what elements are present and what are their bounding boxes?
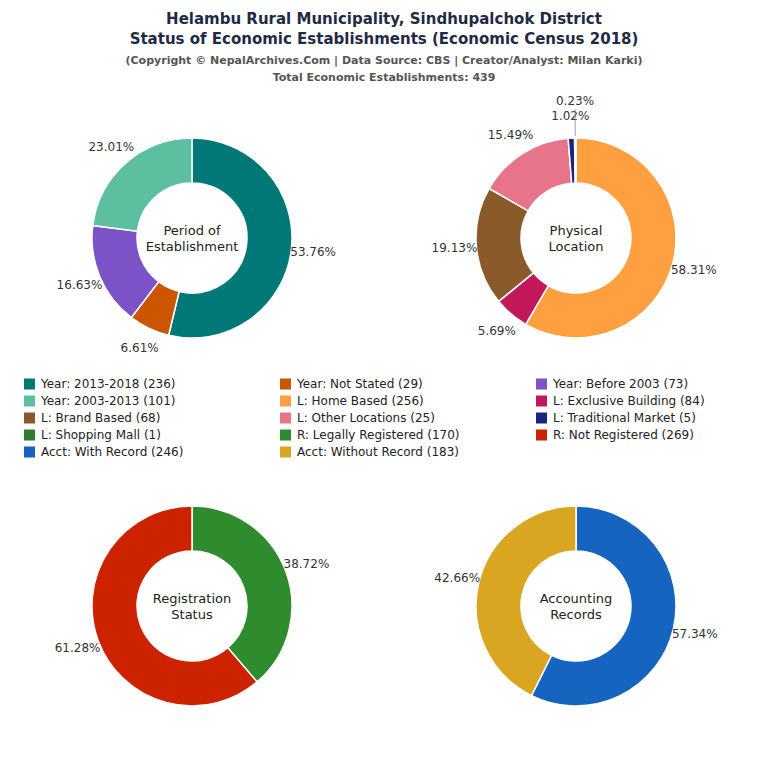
legend: Year: 2013-2018 (236) Year: Not Stated (2… (24, 377, 705, 459)
legend-entry: L: Shopping Mall (1) (41, 428, 161, 442)
data-label: 61.28% (55, 641, 101, 655)
legend-swatch (280, 396, 291, 407)
legend-entry: L: Other Locations (25) (297, 411, 435, 425)
data-label: 1.02% (551, 109, 589, 123)
donut-chart: RegistrationStatus 38.72% 61.28% (55, 506, 330, 706)
data-label: 5.69% (478, 324, 516, 338)
legend-entry: L: Traditional Market (5) (553, 411, 696, 425)
legend-swatch (536, 396, 547, 407)
legend-entry: Year: 2003-2013 (101) (40, 394, 176, 408)
slice (92, 506, 257, 706)
data-labels: 53.76% 6.61% 16.63% 23.01% (57, 140, 336, 356)
legend-entry: R: Not Registered (269) (553, 428, 694, 442)
legend-swatch (536, 430, 547, 441)
legend-entry: Year: 2013-2018 (236) (40, 377, 176, 391)
chart-label: Physical (550, 223, 603, 238)
data-label: 42.66% (434, 571, 480, 585)
data-label: 23.01% (88, 140, 134, 154)
chart-label: Records (550, 607, 602, 622)
chart-label: Establishment (146, 239, 239, 254)
data-labels: 58.31% 5.69% 19.13% 15.49% 1.02%0.23% (432, 94, 717, 338)
title: Status of Economic Establishments (Econo… (130, 30, 639, 48)
data-labels: 38.72% 61.28% (55, 557, 330, 656)
legend-swatch (280, 447, 291, 458)
slices (476, 506, 676, 706)
subtitle: Total Economic Establishments: 439 (273, 71, 496, 84)
legend-swatch (536, 379, 547, 390)
legend-entry: L: Brand Based (68) (41, 411, 160, 425)
data-label: 0.23% (556, 94, 594, 108)
chart-page: Helambu Rural Municipality, Sindhupalcho… (0, 0, 768, 768)
data-label: 53.76% (290, 245, 336, 259)
subtitle: (Copyright © NepalArchives.Com | Data So… (126, 54, 643, 67)
data-label: 38.72% (284, 557, 330, 571)
slice (575, 138, 576, 183)
legend-entry: Year: Before 2003 (73) (552, 377, 688, 391)
data-label: 15.49% (488, 128, 534, 142)
legend-entry: Acct: With Record (246) (41, 445, 183, 459)
data-label: 19.13% (432, 241, 478, 255)
donut-chart: PhysicalLocation 58.31% 5.69% 19.13% 15.49% 1… (432, 94, 717, 338)
slice (489, 138, 572, 210)
data-label: 6.61% (121, 341, 159, 355)
leader-line (575, 109, 576, 136)
chart-label: Status (171, 607, 213, 622)
legend-swatch (24, 447, 35, 458)
legend-swatch (280, 413, 291, 424)
slice (568, 138, 575, 183)
legend-entry: L: Home Based (256) (297, 394, 424, 408)
data-label: 57.34% (672, 627, 718, 641)
chart-label: Registration (153, 591, 231, 606)
title: Helambu Rural Municipality, Sindhupalcho… (166, 10, 602, 28)
legend-entry: Year: Not Stated (29) (296, 377, 423, 391)
legend-swatch (536, 413, 547, 424)
legend-entry: L: Exclusive Building (84) (553, 394, 705, 408)
chart-label: Period of (163, 223, 221, 238)
data-label: 16.63% (57, 278, 103, 292)
chart-label: Location (549, 239, 604, 254)
slices (476, 138, 676, 338)
slices (92, 138, 292, 338)
legend-entry: Acct: Without Record (183) (297, 445, 459, 459)
chart-label: Accounting (540, 591, 613, 606)
slices (92, 506, 292, 706)
donut-chart: Period ofEstablishment 53.76% 6.61% 16.63% 2… (57, 138, 336, 355)
legend-swatch (280, 379, 291, 390)
legend-swatch (24, 396, 35, 407)
legend-entry: R: Legally Registered (170) (297, 428, 459, 442)
legend-swatch (24, 413, 35, 424)
data-label: 58.31% (671, 263, 717, 277)
legend-swatch (24, 430, 35, 441)
donut-chart: AccountingRecords 57.34% 42.66% (434, 506, 717, 706)
legend-swatch (24, 379, 35, 390)
legend-swatch (280, 430, 291, 441)
data-labels: 57.34% 42.66% (434, 571, 717, 641)
